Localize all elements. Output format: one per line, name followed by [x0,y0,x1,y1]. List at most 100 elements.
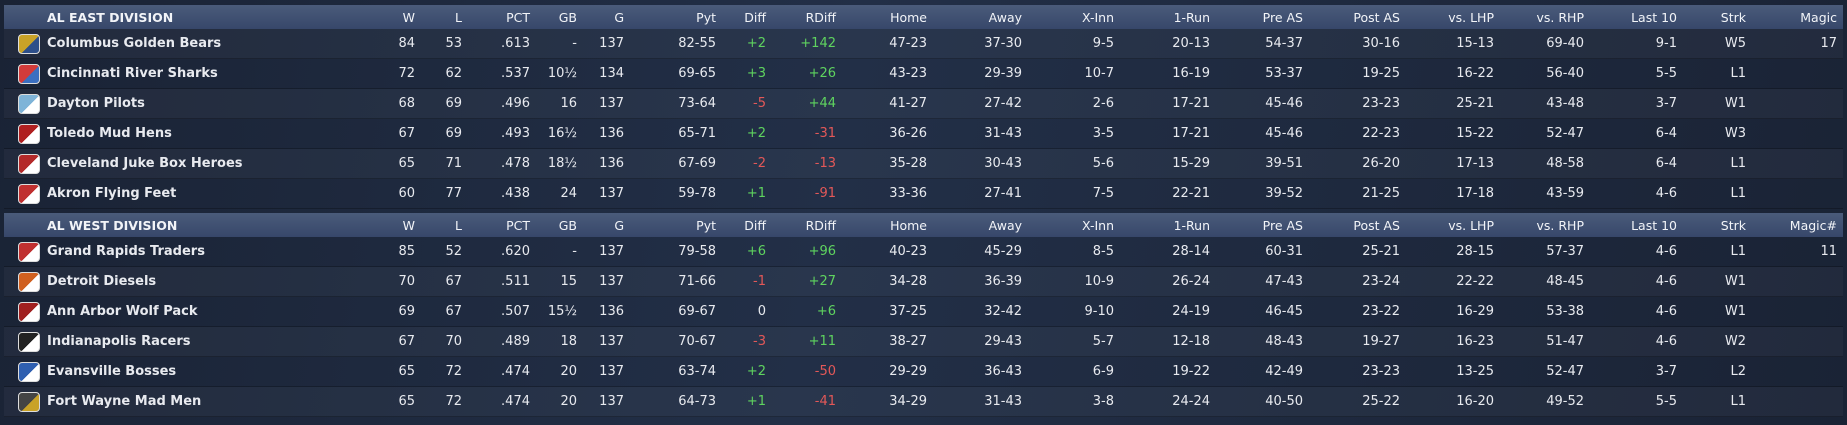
team-row: Fort Wayne Mad Men 65 72 .474 20 137 64-73 +1 -4… [4,387,1843,417]
stat-cell: 16-23 [1456,334,1494,349]
stat-cell: .474 [501,394,530,409]
stat-cell: 20 [560,364,577,379]
stat-cell: 85 [398,244,415,259]
column-header: Pyt [696,9,716,25]
team-logo [18,94,40,114]
stat-cell: 4-6 [1655,186,1677,201]
team-name[interactable]: Indianapolis Racers [47,334,191,349]
column-header: Pre AS [1262,9,1303,25]
column-header: Home [890,217,927,233]
column-header: vs. RHP [1536,217,1584,233]
team-logo [18,302,40,322]
stat-cell: 73-64 [678,96,716,111]
team-name[interactable]: Grand Rapids Traders [47,244,205,259]
stat-cell: 137 [599,364,624,379]
stat-cell: 5-6 [1092,156,1114,171]
team-name[interactable]: Fort Wayne Mad Men [47,394,202,409]
stat-cell: 36-43 [984,364,1022,379]
stat-cell: 24-19 [1172,304,1210,319]
stat-cell: 67-69 [678,156,716,171]
stat-cell: 9-10 [1084,304,1114,319]
column-header: PCT [506,9,530,25]
stat-cell: 11 [1820,244,1837,259]
team-row: Ann Arbor Wolf Pack 69 67 .507 15½ 136 69-67 0 +… [4,297,1843,327]
stat-cell: 69 [445,126,462,141]
stat-cell: 56-40 [1546,66,1584,81]
stat-cell: 69-65 [678,66,716,81]
stat-cell: 38-27 [889,334,927,349]
team-name[interactable]: Columbus Golden Bears [47,36,222,51]
stat-cell: 41-27 [889,96,927,111]
stat-cell: 23-23 [1362,364,1400,379]
stat-cell: 10½ [547,66,577,81]
column-header: Pre AS [1262,217,1303,233]
stat-cell: +26 [808,66,836,81]
stat-cell: -1 [753,274,766,289]
team-logo [18,242,40,262]
stat-cell: 3-5 [1092,126,1114,141]
stat-cell: 45-46 [1265,126,1303,141]
stat-cell: 49-52 [1546,394,1584,409]
team-name[interactable]: Akron Flying Feet [47,186,177,201]
column-header: X-Inn [1082,217,1114,233]
stat-cell: 71-66 [678,274,716,289]
stat-cell: 68 [398,96,415,111]
stat-cell: 37-30 [984,36,1022,51]
team-row: Evansville Bosses 65 72 .474 20 137 63-74 +2 -50… [4,357,1843,387]
stat-cell: 43-59 [1546,186,1584,201]
stat-cell: 137 [599,186,624,201]
stat-cell: 6-4 [1655,156,1677,171]
stat-cell: 136 [599,156,624,171]
team-row: Cleveland Juke Box Heroes 65 71 .478 18½ 136 6… [4,149,1843,179]
stat-cell: 70 [398,274,415,289]
stat-cell: 39-51 [1265,156,1303,171]
stat-cell: 32-42 [984,304,1022,319]
stat-cell: 43-48 [1546,96,1584,111]
team-name[interactable]: Detroit Diesels [47,274,157,289]
stat-cell: 40-50 [1265,394,1303,409]
column-header: Magic# [1789,217,1837,233]
team-logo [18,332,40,352]
stat-cell: 137 [599,394,624,409]
column-header: GB [558,9,577,25]
stat-cell: 28-14 [1172,244,1210,259]
stat-cell: 24-24 [1172,394,1210,409]
stat-cell: 23-24 [1362,274,1400,289]
team-name[interactable]: Cleveland Juke Box Heroes [47,156,243,171]
stat-cell: W2 [1724,334,1746,349]
column-header: RDiff [805,9,836,25]
team-logo [18,184,40,204]
stat-cell: 9-1 [1655,36,1677,51]
stat-cell: 5-5 [1655,394,1677,409]
stat-cell: 19-25 [1362,66,1400,81]
stat-cell: .489 [501,334,530,349]
team-name[interactable]: Ann Arbor Wolf Pack [47,304,198,319]
stat-cell: +6 [746,244,766,259]
stat-cell: .496 [501,96,530,111]
stat-cell: 63-74 [678,364,716,379]
team-name[interactable]: Cincinnati River Sharks [47,66,218,81]
team-name[interactable]: Dayton Pilots [47,96,145,111]
division-header: AL EAST DIVISION W L PCT GB G Pyt Diff RDiff Home… [4,5,1843,29]
stat-cell: 0 [757,304,766,319]
stat-cell: 77 [445,186,462,201]
column-header: Last 10 [1631,9,1677,25]
stat-cell: 23-23 [1362,96,1400,111]
stat-cell: 82-55 [678,36,716,51]
stat-cell: 52 [445,244,462,259]
stat-cell: W1 [1724,96,1746,111]
stat-cell: 67 [398,126,415,141]
stat-cell: 46-45 [1265,304,1303,319]
stat-cell: 6-4 [1655,126,1677,141]
stat-cell: -5 [753,96,766,111]
division-title: AL WEST DIVISION [47,217,178,233]
team-row: Detroit Diesels 70 67 .511 15 137 71-66 -1 +27 34… [4,267,1843,297]
team-name[interactable]: Toledo Mud Hens [47,126,172,141]
stat-cell: 15-29 [1172,156,1210,171]
team-name[interactable]: Evansville Bosses [47,364,177,379]
column-header: GB [558,217,577,233]
stat-cell: 25-21 [1362,244,1400,259]
column-header: Strk [1720,9,1746,25]
stat-cell: -2 [753,156,766,171]
column-header: L [455,217,462,233]
